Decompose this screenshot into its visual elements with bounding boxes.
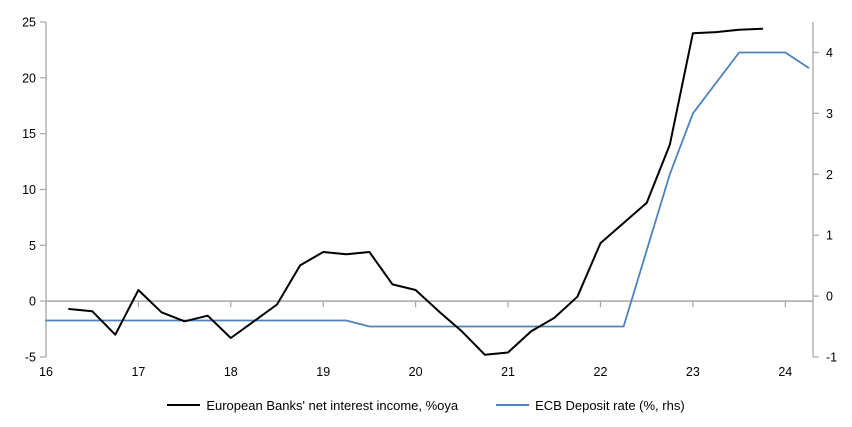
left-axis-tick-label: 25: [22, 16, 36, 30]
right-axis-tick-label: 0: [826, 290, 833, 304]
right-axis-tick-label: 3: [826, 107, 833, 121]
x-tick-label: 22: [594, 365, 608, 379]
x-tick-label: 24: [778, 365, 792, 379]
x-tick-label: 21: [501, 365, 515, 379]
chart-legend: European Banks' net interest income, %oy…: [0, 393, 852, 417]
x-tick-label: 23: [686, 365, 700, 379]
ecb-deposit-rate-line: [45, 51, 810, 328]
left-axis-tick-label: 0: [29, 295, 36, 309]
blue-line-swatch: [496, 404, 530, 406]
net-interest-income-line: [68, 27, 764, 356]
left-axis-tick-label: 20: [22, 71, 36, 85]
left-axis-tick-label: -5: [25, 351, 36, 365]
legend-item-net-interest-income: European Banks' net interest income, %oy…: [167, 398, 458, 413]
left-axis-tick-label: 5: [29, 239, 36, 253]
legend-item-ecb-deposit-rate: ECB Deposit rate (%, rhs): [496, 398, 685, 413]
right-axis-tick-label: -1: [826, 351, 837, 365]
legend-label-net-interest-income: European Banks' net interest income, %oy…: [206, 397, 459, 413]
black-line-swatch: [167, 404, 201, 406]
x-tick-label: 19: [316, 365, 330, 379]
x-tick-label: 18: [224, 365, 238, 379]
x-tick-label: 17: [131, 365, 145, 379]
x-tick-label: 16: [39, 365, 53, 379]
left-axis-tick-label: 10: [22, 183, 36, 197]
right-axis-tick-label: 2: [826, 168, 833, 182]
left-axis-tick-label: 15: [22, 127, 36, 141]
legend-label-ecb-deposit-rate: ECB Deposit rate (%, rhs): [535, 397, 685, 413]
right-axis-tick-label: 4: [826, 46, 833, 60]
right-axis-tick-label: 1: [826, 229, 833, 243]
x-tick-label: 20: [409, 365, 423, 379]
